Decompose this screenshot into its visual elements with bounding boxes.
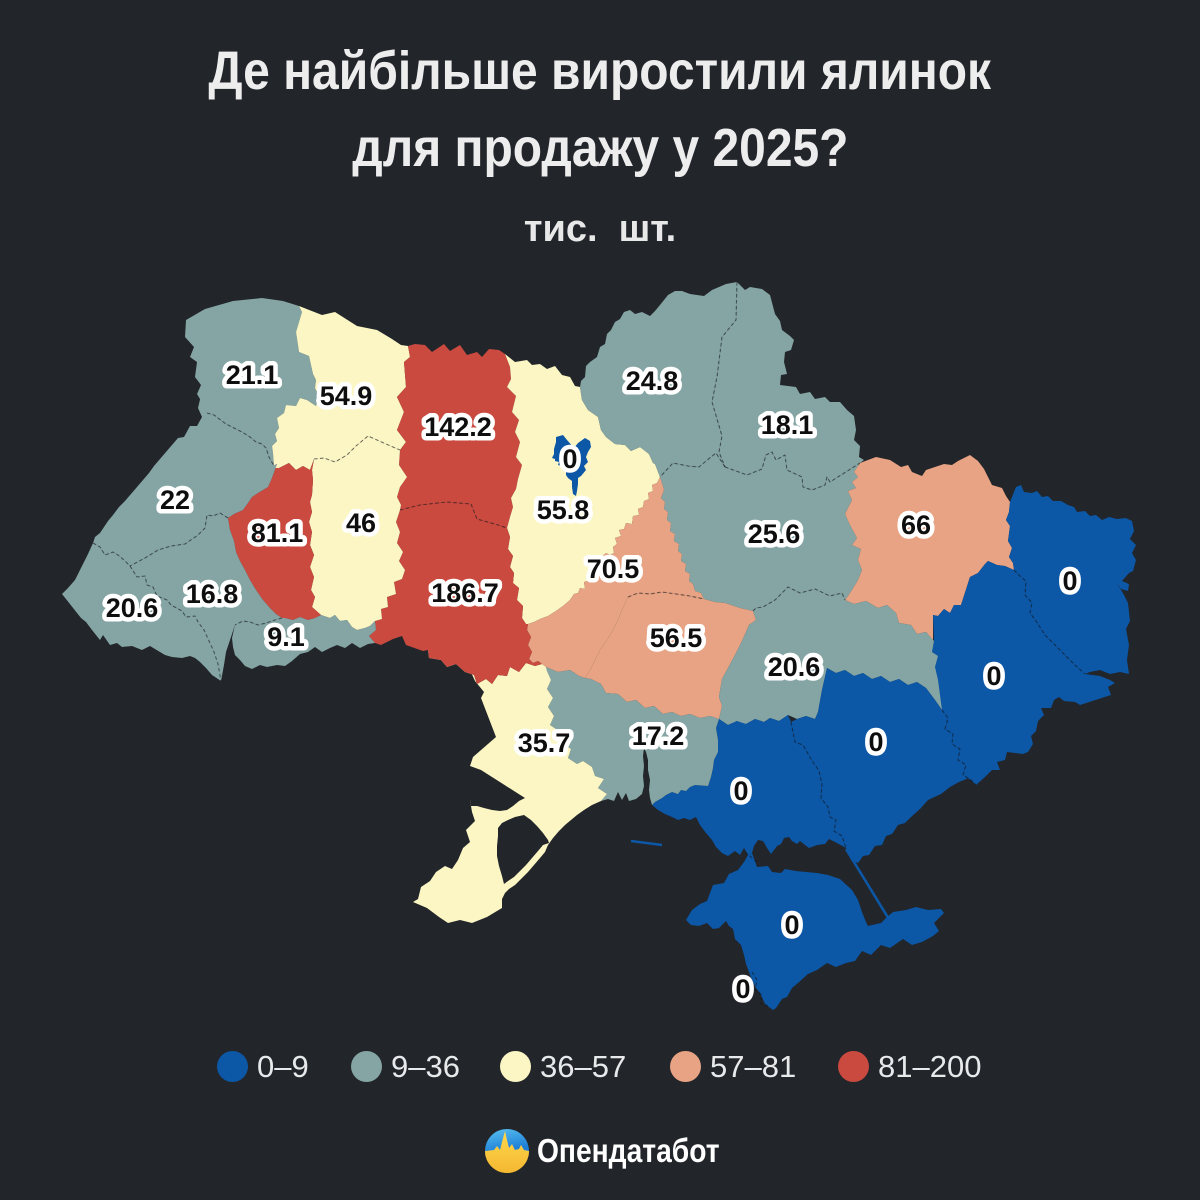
svg-text:66: 66 — [901, 510, 931, 540]
svg-text:24.8: 24.8 — [626, 366, 679, 396]
svg-text:0: 0 — [562, 444, 577, 474]
svg-text:0: 0 — [784, 910, 799, 940]
svg-text:18.1: 18.1 — [761, 410, 814, 440]
svg-text:56.5: 56.5 — [650, 623, 703, 653]
svg-text:20.6: 20.6 — [768, 652, 821, 682]
svg-text:55.8: 55.8 — [537, 495, 590, 525]
svg-text:0: 0 — [1062, 566, 1077, 596]
svg-text:0: 0 — [986, 661, 1001, 691]
svg-text:46: 46 — [346, 508, 376, 538]
svg-text:20.6: 20.6 — [106, 593, 159, 623]
svg-text:25.6: 25.6 — [748, 519, 801, 549]
svg-text:81.1: 81.1 — [251, 518, 304, 548]
svg-text:35.7: 35.7 — [518, 728, 571, 758]
svg-text:17.2: 17.2 — [632, 721, 685, 751]
svg-text:0: 0 — [868, 727, 883, 757]
svg-text:54.9: 54.9 — [320, 381, 373, 411]
svg-text:16.8: 16.8 — [186, 579, 239, 609]
svg-text:70.5: 70.5 — [587, 554, 640, 584]
svg-text:22: 22 — [160, 485, 190, 515]
svg-text:9.1: 9.1 — [267, 622, 305, 652]
svg-text:0: 0 — [735, 974, 750, 1004]
svg-text:186.7: 186.7 — [431, 578, 499, 608]
svg-text:142.2: 142.2 — [424, 412, 492, 442]
svg-text:21.1: 21.1 — [226, 360, 279, 390]
svg-text:Опендатабот: Опендатабот — [537, 1132, 720, 1170]
svg-text:0: 0 — [733, 776, 748, 806]
